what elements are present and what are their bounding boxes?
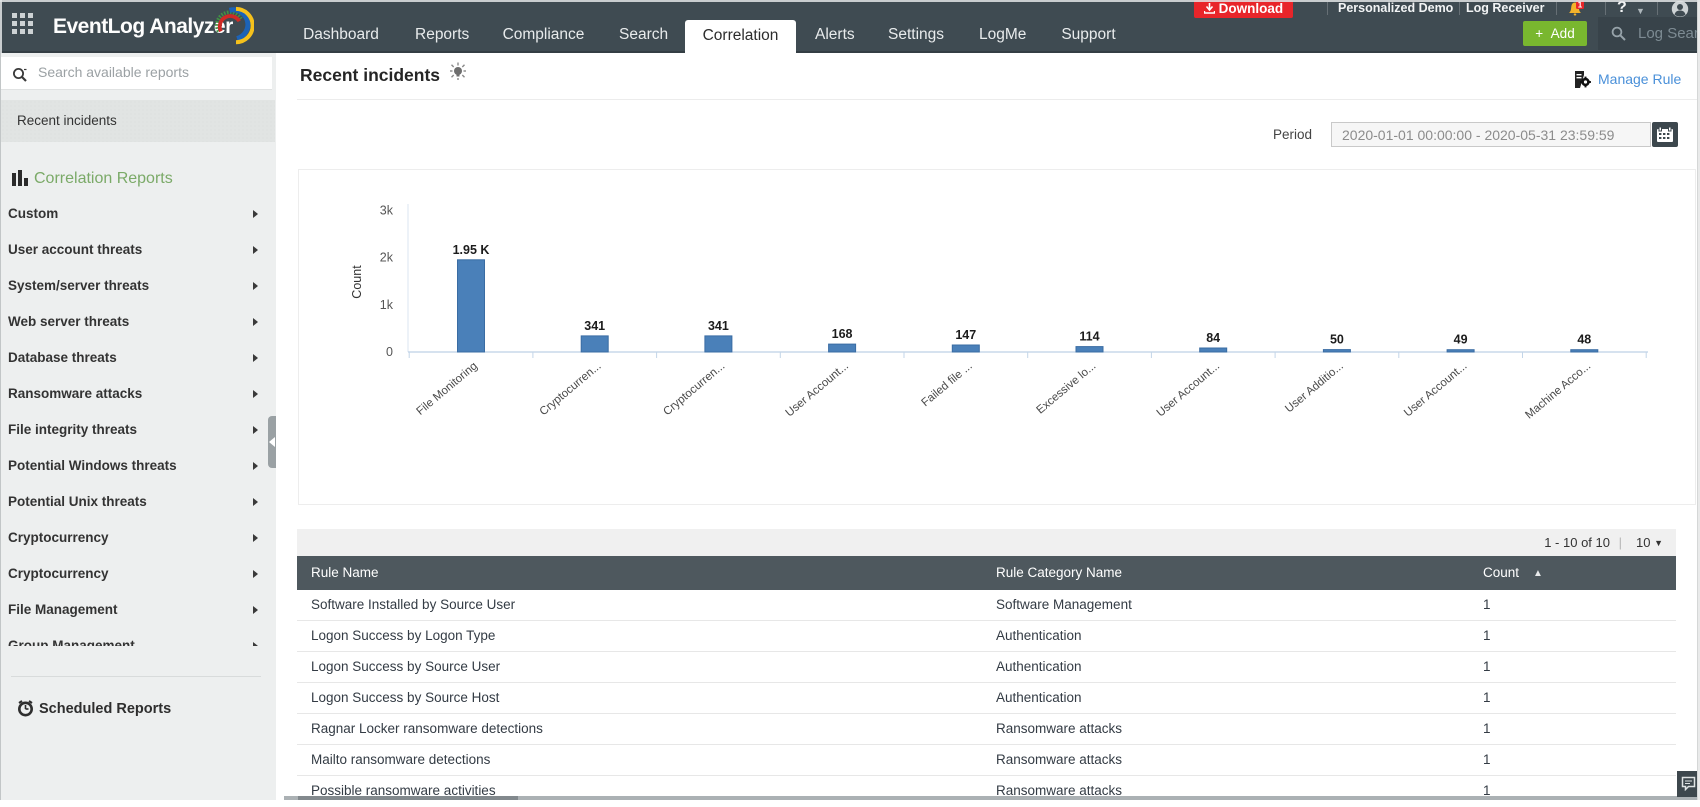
svg-text:Count: Count bbox=[350, 265, 364, 299]
svg-text:114: 114 bbox=[1079, 330, 1099, 344]
svg-text:Excessive lo...: Excessive lo... bbox=[1034, 360, 1098, 416]
svg-text:User Account...: User Account... bbox=[1402, 360, 1469, 419]
svg-text:48: 48 bbox=[1577, 333, 1591, 347]
svg-text:User Additio...: User Additio... bbox=[1283, 360, 1346, 415]
svg-text:341: 341 bbox=[584, 319, 605, 333]
svg-text:User Account...: User Account... bbox=[784, 360, 851, 419]
svg-text:2k: 2k bbox=[380, 251, 394, 265]
svg-text:147: 147 bbox=[955, 328, 976, 342]
svg-text:0: 0 bbox=[386, 345, 393, 359]
svg-text:Failed file ...: Failed file ... bbox=[920, 360, 975, 409]
svg-text:341: 341 bbox=[708, 319, 729, 333]
svg-text:49: 49 bbox=[1454, 333, 1468, 347]
svg-text:1: 1 bbox=[1578, 0, 1583, 9]
svg-text:Machine Acco...: Machine Acco... bbox=[1523, 360, 1593, 421]
svg-text:3k: 3k bbox=[380, 203, 394, 217]
svg-text:1k: 1k bbox=[380, 298, 394, 312]
svg-text:User Account...: User Account... bbox=[1155, 360, 1222, 419]
svg-text:84: 84 bbox=[1206, 331, 1220, 345]
svg-text:1.95 K: 1.95 K bbox=[453, 243, 490, 257]
svg-text:File Monitoring: File Monitoring bbox=[414, 360, 479, 418]
svg-text:168: 168 bbox=[832, 327, 853, 341]
svg-text:Cryptocurren...: Cryptocurren... bbox=[538, 360, 604, 418]
svg-text:Cryptocurren...: Cryptocurren... bbox=[661, 360, 727, 418]
svg-text:50: 50 bbox=[1330, 333, 1344, 347]
